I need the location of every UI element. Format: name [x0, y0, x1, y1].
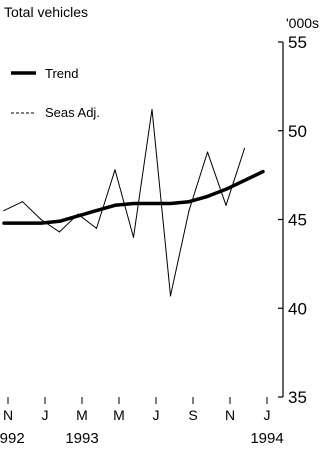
legend: Trend Seas Adj. — [11, 66, 100, 120]
x-year-label-1993: 1993 — [65, 430, 98, 447]
seas-adj-point-12 — [225, 204, 227, 206]
seas-adj-point-7 — [132, 236, 135, 238]
x-tick-label-5: S — [188, 407, 197, 423]
seas-adj-point-1 — [21, 201, 24, 203]
seas-adj-point-8 — [151, 108, 153, 111]
y-tick-label-50: 50 — [288, 122, 307, 141]
seas-adj-point-4 — [77, 213, 79, 215]
x-tick-label-7: J — [264, 407, 271, 423]
y-tick-label-35: 35 — [288, 388, 307, 407]
x-tick-label-6: N — [225, 407, 235, 423]
x-tick-label-3: M — [113, 407, 125, 423]
y-tick-label-55: 55 — [288, 33, 307, 52]
y-units-label: '000s — [286, 15, 319, 31]
x-tick-label-4: J — [153, 407, 160, 423]
seas-adj-point-11 — [206, 151, 209, 153]
seas-adj-point-13 — [243, 147, 246, 150]
seas-adj-point-0 — [3, 210, 5, 212]
seas-adj-point-9 — [169, 295, 172, 297]
x-year-label-1994: 1994 — [250, 430, 283, 447]
y-tick-label-40: 40 — [288, 299, 307, 318]
legend-trend-label: Trend — [45, 66, 78, 81]
y-axis: 35 40 45 50 55 — [278, 33, 307, 407]
seas-adj-point-6 — [114, 169, 116, 171]
x-tick-label-2: M — [76, 407, 88, 423]
seas-adj-point-2 — [40, 218, 42, 221]
x-tick-label-0: N — [3, 407, 13, 423]
plot-area — [2, 108, 265, 297]
x-year-label-1992: 1992 — [0, 430, 25, 447]
x-axis: N J M M J S N J 1992 1993 1994 — [0, 397, 284, 447]
seas-adj-point-5 — [95, 227, 98, 229]
seas-adj-point-3 — [58, 231, 61, 233]
trend-line — [2, 169, 265, 225]
x-tick-label-1: J — [42, 407, 49, 423]
chart-title: Total vehicles — [4, 4, 88, 20]
seas-adj-point-10 — [188, 210, 190, 212]
seas-adj-line — [3, 108, 245, 297]
legend-seasadj-label: Seas Adj. — [45, 105, 100, 120]
y-tick-label-45: 45 — [288, 211, 307, 230]
